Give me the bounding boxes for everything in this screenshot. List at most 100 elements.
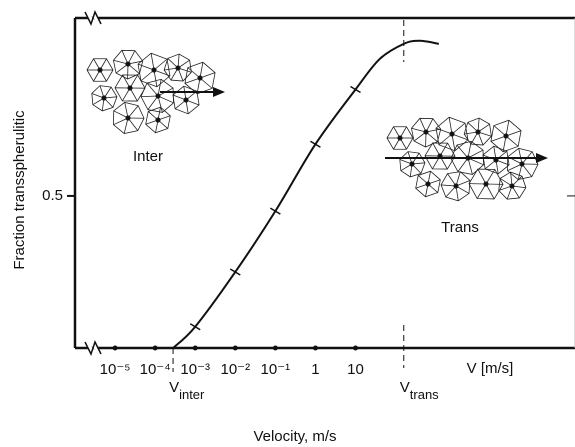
y-axis-label: Fraction transspherulitic [11, 110, 28, 270]
region-label: Inter [133, 148, 163, 165]
x-tick [152, 345, 158, 351]
x-tick-label: 10⁻² [220, 361, 250, 378]
spherulite-ray [157, 95, 174, 104]
spherulite [91, 85, 118, 112]
nucleus [197, 75, 203, 81]
nucleus [155, 93, 161, 99]
nucleus [183, 97, 189, 103]
spherulite-ray [502, 135, 507, 152]
spherulite [507, 147, 539, 180]
spherulite-ray [456, 144, 469, 159]
nucleus [509, 183, 515, 189]
curve [172, 39, 440, 349]
curve-tick [310, 140, 321, 148]
spherulite-ray [467, 157, 473, 175]
marker-text: V [400, 379, 410, 396]
spherulite-ray [199, 62, 204, 79]
spherulite [498, 171, 527, 200]
marker-subscript: inter [179, 387, 205, 402]
curve-tick [269, 207, 281, 215]
spherulite-ray [127, 105, 139, 119]
spherulite-ray [140, 95, 159, 98]
spherulite [450, 140, 484, 175]
spherulite [399, 151, 426, 178]
region-label: Trans [441, 219, 479, 236]
spherulite [113, 49, 144, 80]
spherulite [113, 101, 145, 134]
spherulite-ray [477, 168, 487, 185]
spherulite-ray [127, 117, 139, 131]
nucleus [503, 133, 509, 139]
nucleus [175, 65, 181, 71]
nucleus [151, 67, 157, 73]
spherulite-ray [199, 77, 213, 89]
spherulite-ray [507, 163, 523, 172]
marker-label: Vinter [169, 379, 205, 402]
spherulite-ray [467, 157, 484, 166]
spherulite-ray [457, 157, 469, 172]
nucleus [397, 135, 403, 141]
x-axis-label: Velocity, m/s [253, 428, 336, 445]
x-unit-label: V [m/s] [467, 360, 514, 377]
spherulite [440, 171, 471, 202]
spherulite-ray [157, 95, 163, 113]
x-tick-label: 10⁻⁵ [100, 361, 131, 378]
spherulite-ray [517, 163, 523, 180]
spherulite-ray [113, 110, 129, 119]
x-tick [312, 345, 318, 351]
spherulite [463, 117, 492, 146]
marker-text: V [169, 379, 179, 396]
nucleus [453, 183, 459, 189]
x-tick-label: 1 [311, 361, 319, 378]
nucleus [101, 95, 107, 101]
axis-breaks [84, 10, 102, 356]
nucleus [423, 129, 429, 135]
x-tick-label: 10⁻⁴ [140, 361, 171, 378]
nucleus [127, 85, 133, 91]
x-tick [353, 345, 359, 351]
y-tick-label: 0.5 [42, 187, 63, 204]
x-tick [272, 345, 278, 351]
spherulite-ray [467, 149, 484, 159]
spherulite [140, 78, 174, 113]
spherulite-ray [518, 148, 523, 165]
spherulite-ray [146, 82, 159, 97]
spherulite-ray [451, 122, 466, 135]
nucleus [475, 129, 481, 135]
axis-line [75, 16, 575, 350]
spherulite-ray [451, 133, 456, 151]
spherulite-ray [140, 69, 155, 82]
spherulite-ray [150, 53, 155, 71]
nucleus [483, 181, 489, 187]
marker-subscript: trans [410, 387, 439, 402]
spherulite-ray [199, 72, 216, 79]
spherulite-ray [124, 102, 129, 119]
spherulite-ray [490, 135, 507, 142]
spherulite-ray [157, 79, 162, 97]
spherulite-ray [467, 141, 472, 159]
arrow-head [536, 153, 548, 163]
break-mark [84, 10, 102, 26]
x-tick-label: 10 [347, 361, 364, 378]
spherulite-ray [153, 69, 158, 87]
axes [73, 16, 575, 350]
curve-tick [189, 323, 201, 331]
marker-label: Vtrans [400, 379, 439, 402]
nucleus [125, 115, 131, 121]
spherulite-ray [451, 133, 469, 141]
spherulite-ray [485, 183, 495, 200]
x-tick-label: 10⁻³ [180, 361, 210, 378]
x-tick-label: 10⁻¹ [261, 361, 291, 378]
spherulite [163, 53, 192, 82]
curve-tick [350, 85, 361, 94]
spherulite-ray [113, 117, 129, 126]
x-tick [232, 345, 238, 351]
nucleus [155, 117, 161, 123]
spherulite-ray [476, 183, 487, 199]
nucleus [519, 161, 525, 167]
nucleus [97, 67, 103, 73]
spherulite-ray [184, 77, 201, 84]
arrow-head [213, 87, 225, 97]
x-tick [112, 345, 118, 351]
